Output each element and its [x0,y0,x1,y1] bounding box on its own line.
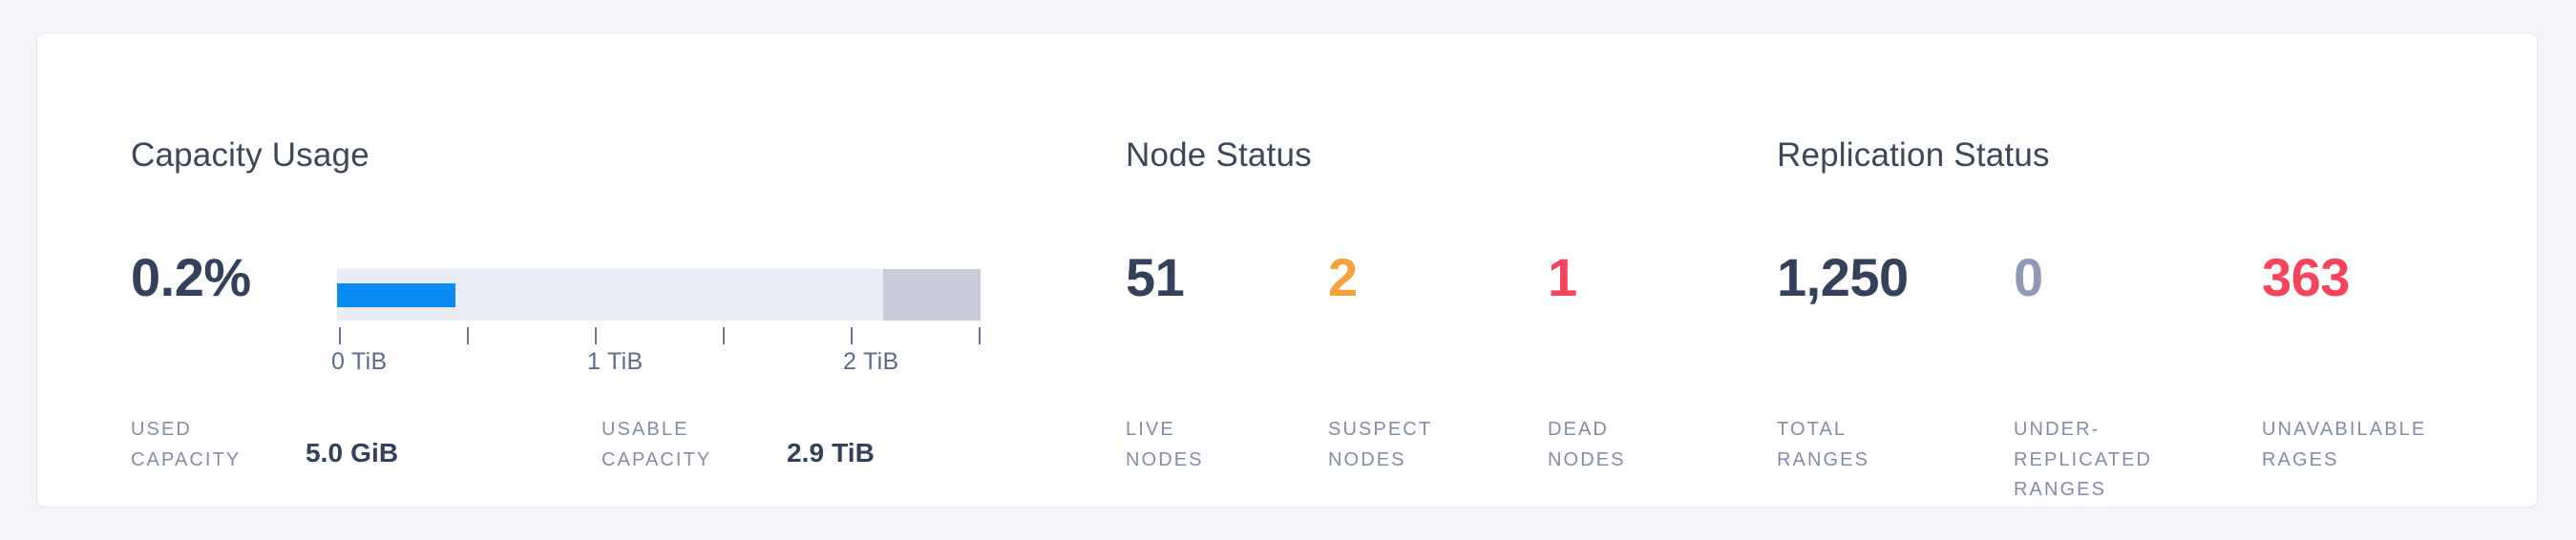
capacity-bar-tick-marks [337,327,981,348]
under-replicated-ranges-label: UNDER- REPLICATED RANGES [2014,419,2153,501]
tick-mark [851,327,853,344]
live-nodes-value: 51 [1126,247,1185,307]
tick-mark [595,327,597,344]
under-replicated-ranges-value: 0 [2014,247,2043,307]
suspect-nodes-value: 2 [1328,247,1358,307]
capacity-bar-reserved-segment [882,269,981,321]
tick-mark [979,327,981,344]
usable-capacity-value: 2.9 TiB [787,438,876,467]
unavailable-ranges-value: 363 [2262,247,2350,307]
dead-nodes-value: 1 [1548,247,1577,307]
unavailable-ranges-label: UNAVABILABLE RAGES [2262,419,2427,470]
tick-mark [339,327,341,344]
total-ranges-label: TOTAL RANGES [1777,419,1870,470]
cluster-overview-card: Capacity Usage 0.2% 0 TiB 1 TiB 2 TiB US… [36,32,2538,508]
capacity-usage-percent: 0.2% [131,247,251,307]
tick-mark [723,327,725,344]
dead-nodes-label: DEAD NODES [1548,419,1626,470]
used-capacity-value: 5.0 GiB [306,438,399,467]
used-capacity-label: USED CAPACITY [131,419,242,470]
tick-mark [467,327,469,344]
capacity-bar-used-fill [337,283,455,307]
axis-tick-label-0: 0 TiB [331,348,388,375]
capacity-bar-tick-labels: 0 TiB 1 TiB 2 TiB [331,348,1005,377]
capacity-usage-title: Capacity Usage [131,136,370,174]
capacity-usage-bar [337,269,981,321]
suspect-nodes-label: SUSPECT NODES [1328,419,1433,470]
replication-status-title: Replication Status [1777,136,2050,174]
axis-tick-label-2: 2 TiB [843,348,899,375]
axis-tick-label-1: 1 TiB [587,348,644,375]
node-status-title: Node Status [1126,136,1312,174]
live-nodes-label: LIVE NODES [1126,419,1204,470]
total-ranges-value: 1,250 [1777,247,1909,307]
usable-capacity-label: USABLE CAPACITY [602,419,712,470]
